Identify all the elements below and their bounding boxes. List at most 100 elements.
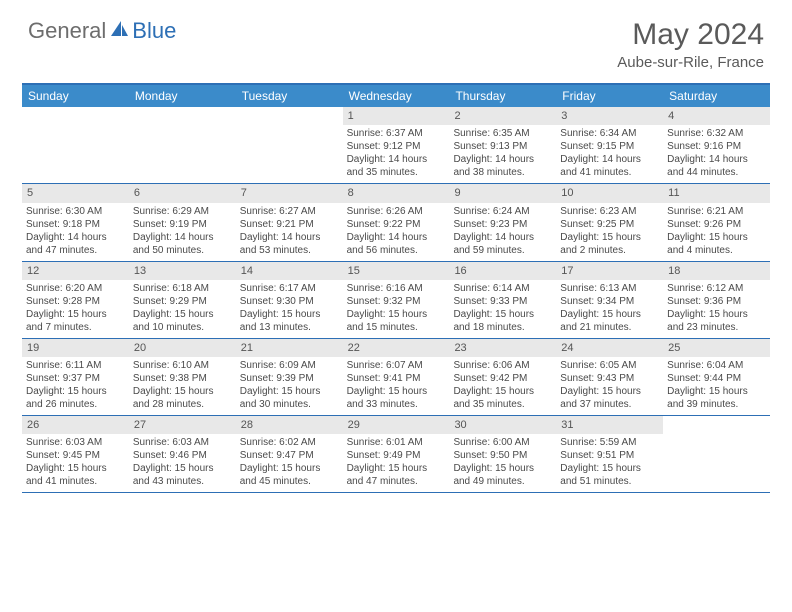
sunset-text: Sunset: 9:33 PM [453, 295, 552, 308]
daylight-line2: and 4 minutes. [667, 244, 766, 257]
day-cell: 10Sunrise: 6:23 AMSunset: 9:25 PMDayligh… [556, 184, 663, 260]
sunrise-text: Sunrise: 5:59 AM [560, 436, 659, 449]
day-cell: 12Sunrise: 6:20 AMSunset: 9:28 PMDayligh… [22, 262, 129, 338]
daylight-line2: and 21 minutes. [560, 321, 659, 334]
day-number: 26 [22, 416, 129, 434]
daylight-line1: Daylight: 15 hours [133, 385, 232, 398]
day-header: Thursday [449, 85, 556, 107]
page-title: May 2024 [617, 18, 764, 52]
day-cell [663, 416, 770, 492]
daylight-line2: and 49 minutes. [453, 475, 552, 488]
sunrise-text: Sunrise: 6:17 AM [240, 282, 339, 295]
day-number: 30 [449, 416, 556, 434]
logo-word2: Blue [132, 18, 176, 44]
day-number: 14 [236, 262, 343, 280]
sunrise-text: Sunrise: 6:03 AM [133, 436, 232, 449]
week-row: 5Sunrise: 6:30 AMSunset: 9:18 PMDaylight… [22, 184, 770, 261]
sunset-text: Sunset: 9:23 PM [453, 218, 552, 231]
daylight-line2: and 37 minutes. [560, 398, 659, 411]
sunset-text: Sunset: 9:25 PM [560, 218, 659, 231]
daylight-line2: and 43 minutes. [133, 475, 232, 488]
daylight-line2: and 56 minutes. [347, 244, 446, 257]
daylight-line1: Daylight: 14 hours [347, 231, 446, 244]
daylight-line2: and 26 minutes. [26, 398, 125, 411]
daylight-line1: Daylight: 15 hours [453, 462, 552, 475]
day-header: Friday [556, 85, 663, 107]
sunrise-text: Sunrise: 6:07 AM [347, 359, 446, 372]
day-number: 18 [663, 262, 770, 280]
day-cell: 21Sunrise: 6:09 AMSunset: 9:39 PMDayligh… [236, 339, 343, 415]
day-cell: 6Sunrise: 6:29 AMSunset: 9:19 PMDaylight… [129, 184, 236, 260]
daylight-line2: and 35 minutes. [347, 166, 446, 179]
sunrise-text: Sunrise: 6:27 AM [240, 205, 339, 218]
day-cell [129, 107, 236, 183]
day-number: 19 [22, 339, 129, 357]
weeks-container: 1Sunrise: 6:37 AMSunset: 9:12 PMDaylight… [22, 107, 770, 493]
day-number [22, 107, 129, 125]
day-cell: 30 Sunrise: 6:00 AMSunset: 9:50 PMDayligh… [449, 416, 556, 492]
day-number: 10 [556, 184, 663, 202]
sunrise-text: Sunrise: 6:14 AM [453, 282, 552, 295]
week-row: 1Sunrise: 6:37 AMSunset: 9:12 PMDaylight… [22, 107, 770, 184]
day-header: Saturday [663, 85, 770, 107]
week-row: 12Sunrise: 6:20 AMSunset: 9:28 PMDayligh… [22, 262, 770, 339]
daylight-line2: and 59 minutes. [453, 244, 552, 257]
day-cell: 13Sunrise: 6:18 AMSunset: 9:29 PMDayligh… [129, 262, 236, 338]
day-cell: 7Sunrise: 6:27 AMSunset: 9:21 PMDaylight… [236, 184, 343, 260]
daylight-line1: Daylight: 14 hours [667, 153, 766, 166]
daylight-line1: Daylight: 14 hours [240, 231, 339, 244]
daylight-line2: and 2 minutes. [560, 244, 659, 257]
day-number: 6 [129, 184, 236, 202]
day-cell: 14Sunrise: 6:17 AMSunset: 9:30 PMDayligh… [236, 262, 343, 338]
daylight-line1: Daylight: 15 hours [347, 385, 446, 398]
day-number: 21 [236, 339, 343, 357]
daylight-line2: and 53 minutes. [240, 244, 339, 257]
day-header: Wednesday [343, 85, 450, 107]
sunset-text: Sunset: 9:12 PM [347, 140, 446, 153]
daylight-line2: and 23 minutes. [667, 321, 766, 334]
day-cell: 20Sunrise: 6:10 AMSunset: 9:38 PMDayligh… [129, 339, 236, 415]
sunset-text: Sunset: 9:36 PM [667, 295, 766, 308]
daylight-line2: and 28 minutes. [133, 398, 232, 411]
daylight-line1: Daylight: 15 hours [240, 385, 339, 398]
daylight-line2: and 51 minutes. [560, 475, 659, 488]
day-number: 11 [663, 184, 770, 202]
day-cell [236, 107, 343, 183]
week-row: 26Sunrise: 6:03 AMSunset: 9:45 PMDayligh… [22, 416, 770, 493]
daylight-line1: Daylight: 15 hours [240, 308, 339, 321]
sunrise-text: Sunrise: 6:34 AM [560, 127, 659, 140]
day-number: 1 [343, 107, 450, 125]
sunrise-text: Sunrise: 6:13 AM [560, 282, 659, 295]
sunrise-text: Sunrise: 6:09 AM [240, 359, 339, 372]
daylight-line2: and 13 minutes. [240, 321, 339, 334]
day-cell: 23Sunrise: 6:06 AMSunset: 9:42 PMDayligh… [449, 339, 556, 415]
sunset-text: Sunset: 9:50 PM [453, 449, 552, 462]
day-number: 22 [343, 339, 450, 357]
sunset-text: Sunset: 9:26 PM [667, 218, 766, 231]
sunset-text: Sunset: 9:29 PM [133, 295, 232, 308]
day-number [236, 107, 343, 125]
day-cell: 31Sunrise: 5:59 AMSunset: 9:51 PMDayligh… [556, 416, 663, 492]
sunrise-text: Sunrise: 6:00 AM [453, 436, 552, 449]
day-cell: 28Sunrise: 6:02 AMSunset: 9:47 PMDayligh… [236, 416, 343, 492]
sunrise-text: Sunrise: 6:35 AM [453, 127, 552, 140]
daylight-line2: and 50 minutes. [133, 244, 232, 257]
day-cell: 1Sunrise: 6:37 AMSunset: 9:12 PMDaylight… [343, 107, 450, 183]
daylight-line2: and 41 minutes. [560, 166, 659, 179]
day-header-row: Sunday Monday Tuesday Wednesday Thursday… [22, 85, 770, 107]
sunset-text: Sunset: 9:28 PM [26, 295, 125, 308]
sunrise-text: Sunrise: 6:29 AM [133, 205, 232, 218]
day-cell: 22Sunrise: 6:07 AMSunset: 9:41 PMDayligh… [343, 339, 450, 415]
sunrise-text: Sunrise: 6:24 AM [453, 205, 552, 218]
day-cell: 8Sunrise: 6:26 AMSunset: 9:22 PMDaylight… [343, 184, 450, 260]
logo: General Blue [28, 18, 176, 44]
daylight-line1: Daylight: 15 hours [26, 462, 125, 475]
sunrise-text: Sunrise: 6:26 AM [347, 205, 446, 218]
sunset-text: Sunset: 9:38 PM [133, 372, 232, 385]
sunset-text: Sunset: 9:21 PM [240, 218, 339, 231]
page-header: General Blue May 2024 Aube-sur-Rile, Fra… [0, 0, 792, 77]
daylight-line2: and 35 minutes. [453, 398, 552, 411]
sunset-text: Sunset: 9:32 PM [347, 295, 446, 308]
daylight-line2: and 47 minutes. [347, 475, 446, 488]
day-number: 9 [449, 184, 556, 202]
